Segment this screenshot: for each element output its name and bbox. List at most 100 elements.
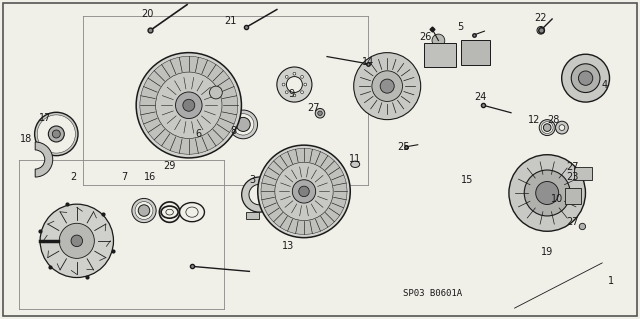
- Text: 13: 13: [282, 241, 294, 251]
- Circle shape: [353, 162, 357, 167]
- Text: 5: 5: [458, 22, 464, 32]
- Circle shape: [164, 206, 175, 218]
- Circle shape: [536, 182, 559, 204]
- Text: 20: 20: [141, 9, 154, 19]
- Circle shape: [132, 198, 156, 223]
- Text: 8: 8: [230, 126, 237, 136]
- Circle shape: [285, 91, 288, 93]
- Bar: [461, 40, 490, 65]
- Ellipse shape: [186, 207, 198, 217]
- Circle shape: [584, 171, 591, 177]
- Text: 27: 27: [566, 217, 579, 227]
- Bar: [246, 212, 259, 219]
- Circle shape: [236, 117, 250, 131]
- Circle shape: [432, 34, 445, 47]
- Circle shape: [287, 77, 302, 93]
- Circle shape: [285, 76, 288, 78]
- Text: 27: 27: [566, 162, 579, 173]
- Text: 24: 24: [474, 92, 486, 102]
- Text: 7: 7: [122, 172, 128, 182]
- Text: 3: 3: [250, 175, 256, 185]
- Circle shape: [572, 64, 600, 93]
- Circle shape: [258, 145, 350, 238]
- Circle shape: [159, 202, 180, 222]
- Text: 12: 12: [528, 115, 541, 125]
- Text: 16: 16: [144, 172, 157, 182]
- Text: SP03 B0601A: SP03 B0601A: [403, 289, 462, 298]
- Circle shape: [35, 112, 78, 156]
- Wedge shape: [35, 142, 52, 177]
- Text: 6: 6: [195, 129, 202, 139]
- Circle shape: [156, 72, 222, 138]
- Circle shape: [292, 180, 316, 203]
- Circle shape: [556, 121, 568, 134]
- Circle shape: [183, 99, 195, 111]
- Circle shape: [40, 117, 73, 151]
- Text: 19: 19: [541, 247, 554, 257]
- Text: 22: 22: [534, 12, 547, 23]
- Circle shape: [579, 71, 593, 85]
- Text: 1: 1: [608, 276, 614, 286]
- Circle shape: [277, 67, 312, 102]
- Circle shape: [175, 92, 202, 119]
- Circle shape: [209, 86, 222, 99]
- Circle shape: [52, 130, 60, 138]
- Circle shape: [537, 26, 545, 34]
- Bar: [424, 43, 456, 67]
- Ellipse shape: [351, 161, 360, 167]
- Text: 21: 21: [224, 16, 237, 26]
- Circle shape: [275, 162, 333, 220]
- Circle shape: [380, 79, 394, 93]
- Circle shape: [140, 56, 237, 154]
- Text: 28: 28: [547, 115, 560, 125]
- Circle shape: [299, 186, 309, 197]
- Circle shape: [293, 94, 296, 97]
- Bar: [565, 188, 581, 204]
- Text: 23: 23: [566, 172, 579, 182]
- Circle shape: [44, 122, 69, 146]
- Circle shape: [60, 223, 94, 258]
- Circle shape: [37, 115, 76, 153]
- Circle shape: [71, 235, 83, 247]
- Circle shape: [304, 83, 307, 86]
- Circle shape: [249, 184, 269, 205]
- Circle shape: [261, 148, 347, 234]
- Text: 17: 17: [38, 113, 51, 123]
- Circle shape: [138, 205, 150, 216]
- Circle shape: [49, 126, 64, 142]
- Text: 15: 15: [461, 175, 474, 185]
- Circle shape: [42, 119, 71, 149]
- Circle shape: [232, 114, 254, 135]
- Ellipse shape: [166, 209, 173, 215]
- Circle shape: [559, 125, 564, 130]
- Text: 9: 9: [288, 89, 294, 99]
- Text: 10: 10: [550, 194, 563, 204]
- Text: 27: 27: [307, 103, 320, 114]
- Circle shape: [135, 202, 153, 219]
- Circle shape: [541, 122, 553, 134]
- Circle shape: [229, 110, 257, 139]
- Circle shape: [543, 124, 551, 131]
- Text: 11: 11: [349, 154, 362, 165]
- Circle shape: [540, 120, 555, 136]
- Text: 2: 2: [70, 172, 77, 182]
- Circle shape: [293, 72, 296, 75]
- Text: 18: 18: [19, 134, 32, 144]
- Circle shape: [301, 76, 303, 78]
- Text: 14: 14: [362, 57, 374, 67]
- Circle shape: [372, 71, 403, 101]
- Circle shape: [242, 177, 276, 212]
- Circle shape: [524, 170, 570, 216]
- Circle shape: [316, 108, 324, 118]
- Bar: [574, 167, 592, 180]
- Circle shape: [509, 155, 586, 231]
- Circle shape: [40, 204, 113, 278]
- Circle shape: [470, 46, 484, 60]
- Text: 29: 29: [163, 161, 176, 171]
- Circle shape: [46, 123, 67, 144]
- Circle shape: [282, 83, 285, 86]
- Circle shape: [562, 54, 609, 102]
- Text: 26: 26: [419, 32, 432, 42]
- Text: 25: 25: [397, 142, 410, 152]
- Ellipse shape: [180, 203, 204, 222]
